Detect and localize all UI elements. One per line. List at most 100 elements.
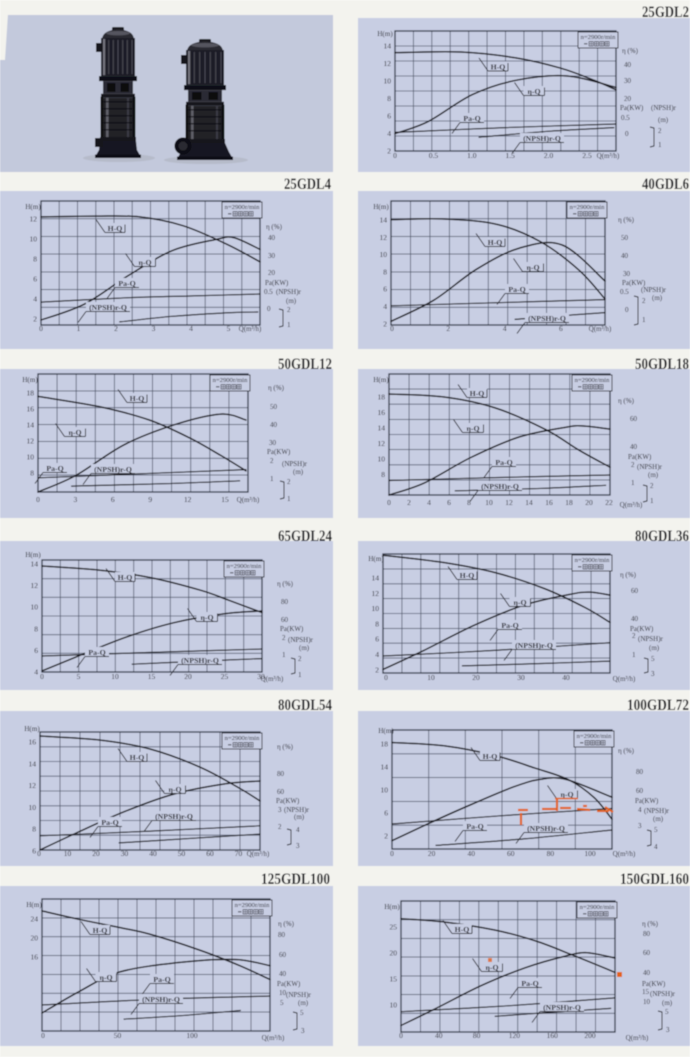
svg-text:160: 160 bbox=[547, 1031, 559, 1040]
svg-text:10: 10 bbox=[27, 453, 35, 462]
svg-text:1.0: 1.0 bbox=[467, 151, 477, 160]
svg-text:n=2900r/min: n=2900r/min bbox=[225, 204, 260, 211]
svg-text:16: 16 bbox=[29, 738, 37, 747]
svg-text:η (%): η (%) bbox=[277, 743, 294, 751]
svg-text:40: 40 bbox=[467, 849, 475, 858]
svg-text:Q(m³/h): Q(m³/h) bbox=[261, 675, 284, 683]
svg-text:H-Q: H-Q bbox=[483, 752, 498, 761]
svg-text:5: 5 bbox=[227, 324, 231, 333]
svg-text:8: 8 bbox=[32, 825, 36, 834]
svg-text:0: 0 bbox=[37, 849, 41, 858]
svg-text:5: 5 bbox=[665, 1008, 669, 1016]
svg-text:n=2900r/min: n=2900r/min bbox=[577, 733, 612, 740]
svg-text:6: 6 bbox=[559, 324, 563, 333]
svg-text:20: 20 bbox=[31, 934, 39, 943]
svg-text:30: 30 bbox=[257, 672, 265, 681]
svg-text:10: 10 bbox=[381, 786, 389, 795]
svg-text:80: 80 bbox=[547, 849, 555, 858]
svg-text:50GDL18: 50GDL18 bbox=[635, 356, 689, 373]
svg-text:20: 20 bbox=[585, 498, 593, 507]
svg-text:Pa-Q: Pa-Q bbox=[508, 285, 525, 294]
svg-text:η-Q: η-Q bbox=[99, 973, 112, 982]
svg-text:Q(m³/h): Q(m³/h) bbox=[237, 496, 260, 504]
svg-text:60: 60 bbox=[631, 587, 639, 595]
svg-text:8: 8 bbox=[33, 255, 37, 264]
svg-text:40: 40 bbox=[268, 234, 276, 242]
svg-text:18: 18 bbox=[565, 498, 573, 507]
svg-text:Pa(KW): Pa(KW) bbox=[628, 453, 652, 461]
svg-text:40: 40 bbox=[435, 1031, 443, 1040]
svg-text:8: 8 bbox=[375, 619, 379, 628]
svg-text:2: 2 bbox=[383, 319, 387, 328]
svg-text:3: 3 bbox=[152, 324, 156, 333]
svg-text:η (%): η (%) bbox=[268, 384, 285, 392]
svg-text:(m): (m) bbox=[648, 471, 659, 479]
svg-text:8: 8 bbox=[34, 624, 38, 633]
svg-text:0: 0 bbox=[384, 673, 388, 682]
svg-text:6: 6 bbox=[447, 498, 451, 507]
svg-text:6: 6 bbox=[34, 646, 38, 655]
svg-text:3: 3 bbox=[651, 670, 655, 678]
svg-text:(NPSH)r: (NPSH)r bbox=[288, 636, 314, 644]
svg-text:6: 6 bbox=[111, 495, 115, 504]
svg-text:40: 40 bbox=[643, 969, 651, 977]
svg-text:(m): (m) bbox=[294, 813, 305, 821]
svg-text:20: 20 bbox=[390, 949, 398, 958]
svg-text:50: 50 bbox=[114, 1031, 122, 1040]
svg-text:Pa(KW): Pa(KW) bbox=[622, 279, 646, 287]
svg-text:50: 50 bbox=[270, 403, 278, 411]
svg-text:6: 6 bbox=[387, 112, 391, 121]
svg-text:4: 4 bbox=[34, 668, 38, 677]
svg-text:H-Q: H-Q bbox=[491, 63, 506, 72]
svg-text:η-Q: η-Q bbox=[466, 424, 479, 433]
svg-text:40GDL6: 40GDL6 bbox=[642, 176, 689, 193]
svg-text:2: 2 bbox=[631, 461, 635, 469]
svg-text:H(m): H(m) bbox=[373, 203, 389, 211]
svg-text:0.5: 0.5 bbox=[620, 288, 629, 296]
svg-text:14: 14 bbox=[384, 42, 392, 51]
svg-text:3: 3 bbox=[666, 1026, 670, 1034]
svg-text:12: 12 bbox=[384, 59, 392, 68]
svg-text:2: 2 bbox=[298, 655, 302, 663]
svg-text:η-Q: η-Q bbox=[526, 263, 539, 272]
svg-text:24: 24 bbox=[31, 915, 39, 924]
svg-text:10: 10 bbox=[485, 498, 493, 507]
svg-text:100: 100 bbox=[186, 1031, 198, 1040]
svg-text:40: 40 bbox=[631, 615, 639, 623]
svg-text:2: 2 bbox=[278, 823, 282, 831]
svg-text:H(m): H(m) bbox=[368, 555, 384, 563]
svg-text:50: 50 bbox=[178, 849, 186, 858]
svg-text:(NPSH)r-Q: (NPSH)r-Q bbox=[142, 995, 180, 1004]
svg-text:n=2900r/min: n=2900r/min bbox=[581, 34, 616, 41]
svg-text:80GDL54: 80GDL54 bbox=[278, 697, 332, 714]
svg-text:4: 4 bbox=[427, 498, 431, 507]
svg-text:14: 14 bbox=[381, 763, 389, 772]
svg-text:22: 22 bbox=[605, 498, 613, 507]
svg-text:15: 15 bbox=[390, 975, 398, 984]
svg-text:n=2900r/min: n=2900r/min bbox=[570, 204, 605, 211]
svg-text:70: 70 bbox=[235, 849, 243, 858]
svg-text:4: 4 bbox=[33, 295, 37, 304]
svg-text:(NPSH)r-Q: (NPSH)r-Q bbox=[543, 1003, 581, 1012]
svg-text:6: 6 bbox=[384, 809, 388, 818]
svg-text:2.0: 2.0 bbox=[544, 151, 554, 160]
svg-text:40: 40 bbox=[149, 849, 157, 858]
svg-text:40: 40 bbox=[621, 252, 629, 260]
svg-text:1: 1 bbox=[282, 651, 286, 659]
svg-text:η (%): η (%) bbox=[277, 580, 294, 588]
svg-text:Pa-Q: Pa-Q bbox=[153, 975, 170, 984]
svg-text:18: 18 bbox=[381, 740, 389, 749]
svg-text:2: 2 bbox=[114, 324, 118, 333]
svg-text:2: 2 bbox=[282, 634, 286, 642]
svg-text:20: 20 bbox=[472, 673, 480, 682]
svg-text:0: 0 bbox=[39, 324, 43, 333]
svg-text:0: 0 bbox=[390, 849, 394, 858]
svg-text:H-Q: H-Q bbox=[108, 224, 123, 233]
svg-text:10: 10 bbox=[31, 603, 39, 612]
svg-text:η-Q: η-Q bbox=[68, 428, 81, 437]
svg-text:1: 1 bbox=[287, 321, 291, 329]
svg-text:60: 60 bbox=[206, 849, 214, 858]
svg-text:3: 3 bbox=[296, 842, 300, 850]
svg-text:4: 4 bbox=[296, 826, 300, 834]
svg-text:20: 20 bbox=[92, 849, 100, 858]
